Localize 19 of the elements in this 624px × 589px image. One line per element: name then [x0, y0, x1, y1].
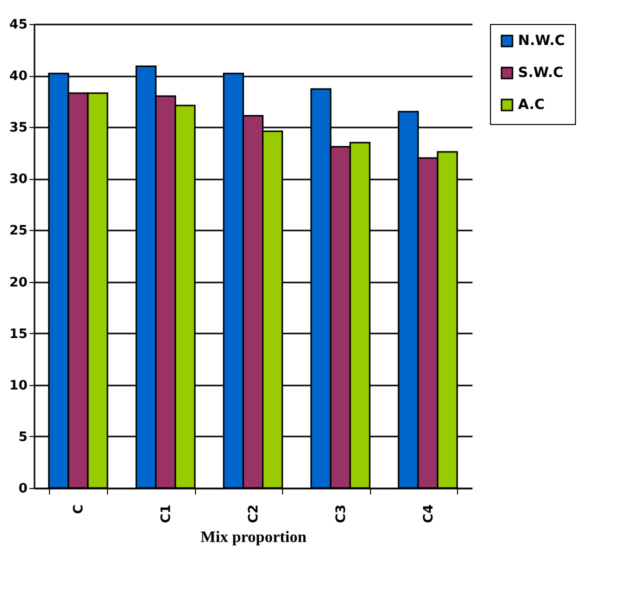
y-tick-label: 15	[9, 326, 28, 342]
x-tick-label: C4	[421, 504, 436, 524]
legend-label: S.W.C	[518, 65, 564, 81]
legend-label: A.C	[518, 97, 545, 113]
x-tick-label: C2	[246, 504, 262, 524]
y-tick-label: 30	[9, 172, 28, 188]
x-axis-title: Mix proportion	[200, 529, 307, 546]
y-tick-label: 40	[9, 69, 28, 84]
y-tick-label: 45	[9, 18, 28, 32]
y-tick-label: 25	[9, 224, 28, 239]
y-tick-label: 0	[18, 482, 28, 496]
x-tick-label: C	[72, 504, 87, 514]
y-tick-label: 5	[18, 430, 28, 445]
y-tick-label: 35	[9, 120, 28, 136]
x-tick-label: C3	[334, 504, 349, 524]
y-tick-label: 20	[9, 275, 28, 290]
legend-label: N.W.C	[518, 33, 565, 49]
y-tick-label: 10	[9, 378, 28, 394]
x-tick-label: C1	[159, 504, 174, 524]
